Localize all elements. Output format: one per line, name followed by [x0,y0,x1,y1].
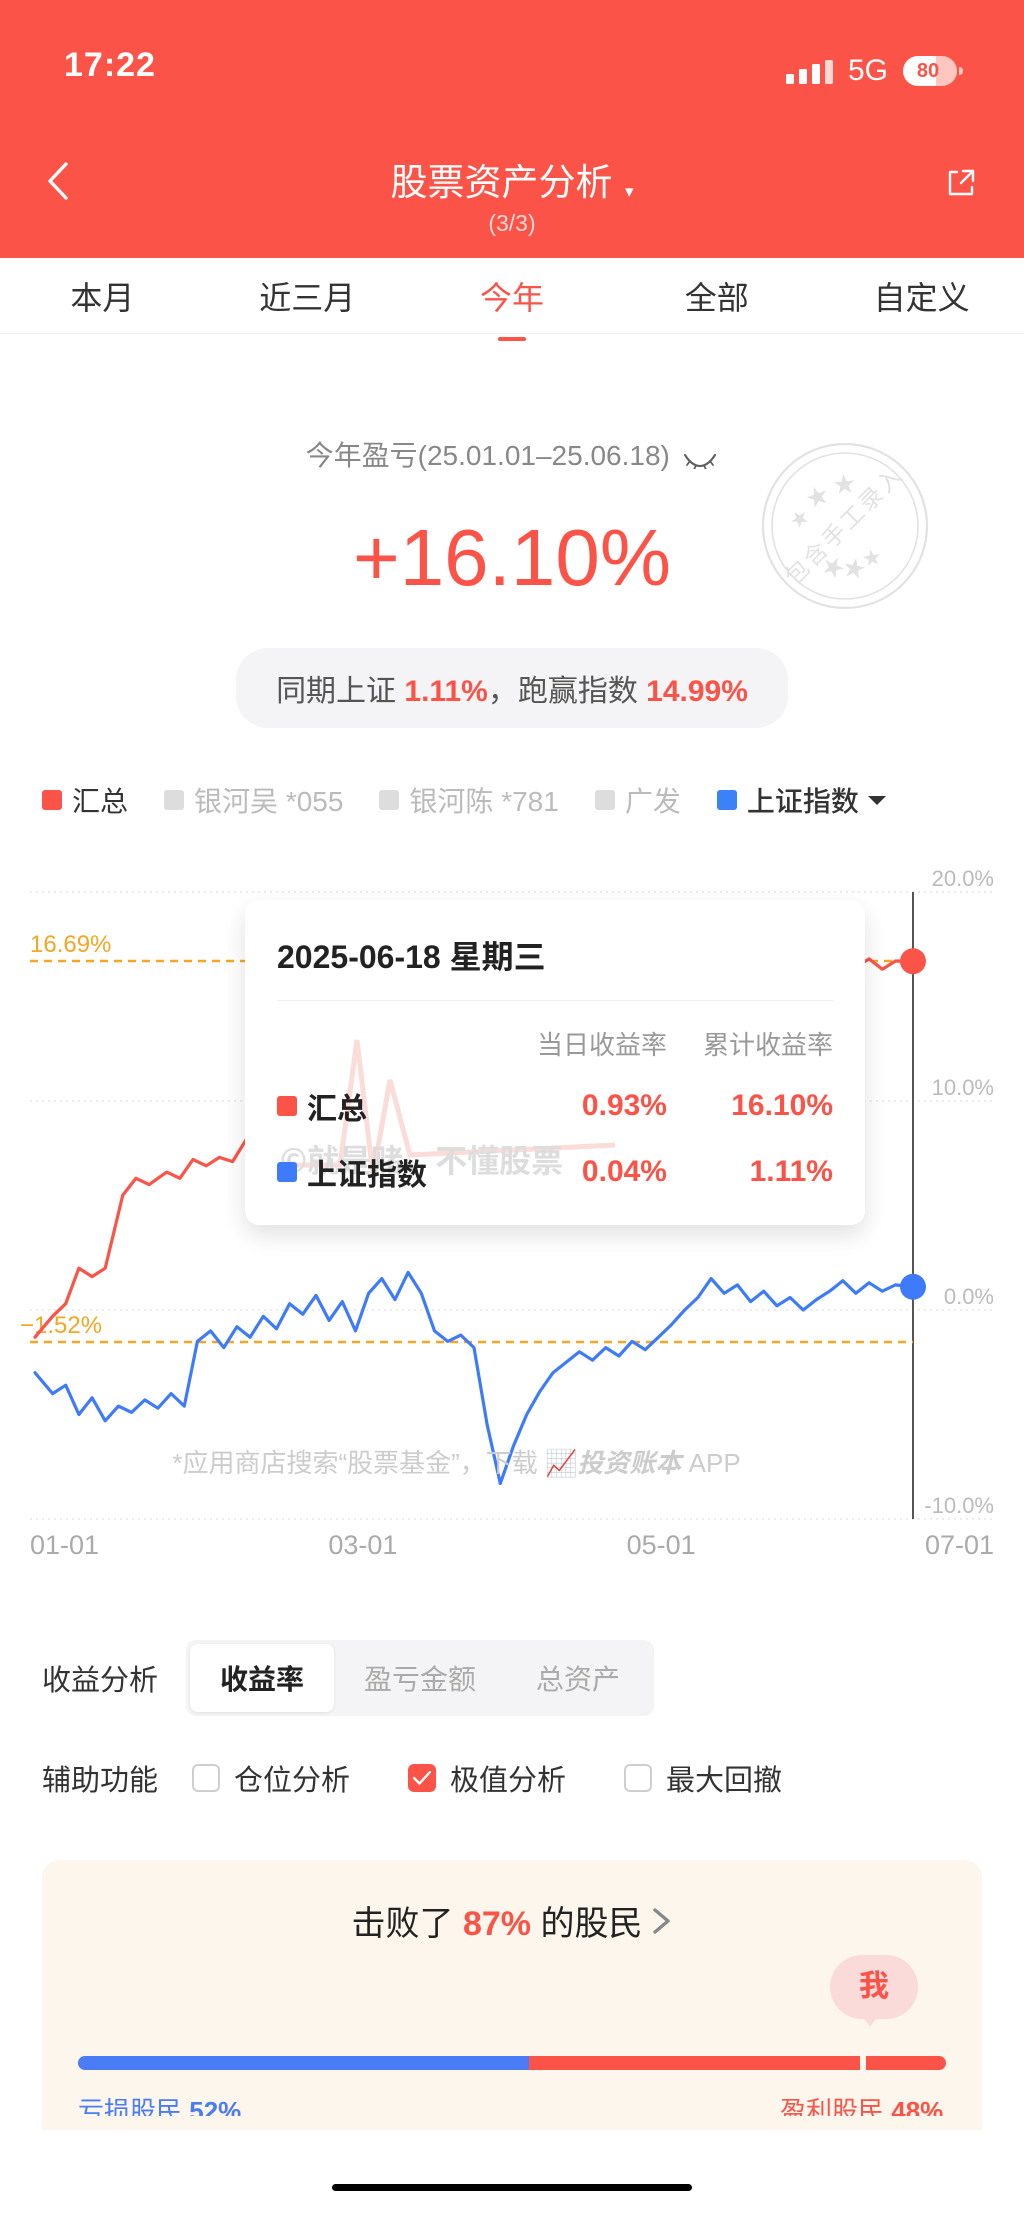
svg-text:★: ★ [803,481,832,512]
svg-text:0.0%: 0.0% [944,1284,994,1309]
svg-text:−1.52%: −1.52% [20,1312,102,1339]
svg-text:★: ★ [786,506,812,533]
svg-text:20.0%: 20.0% [932,866,994,891]
svg-text:10.0%: 10.0% [932,1075,994,1100]
svg-text:-10.0%: -10.0% [924,1493,994,1518]
svg-text:16.69%: 16.69% [30,931,111,958]
svg-text:80: 80 [917,60,939,82]
